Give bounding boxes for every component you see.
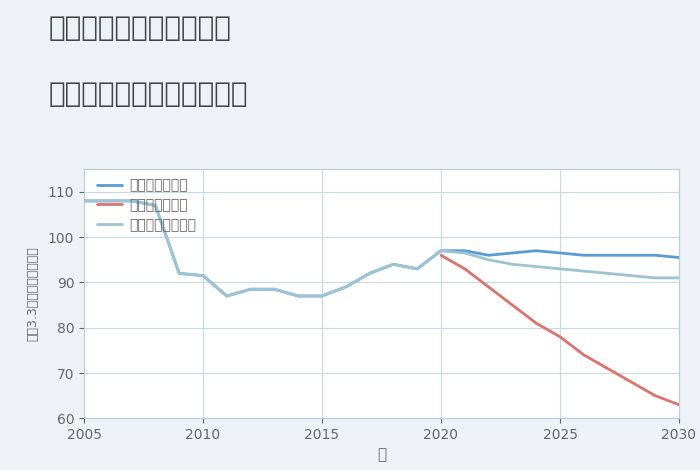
ノーマルシナリオ — [199, 273, 207, 278]
バッドシナリオ — [627, 379, 636, 385]
グッドシナリオ — [413, 266, 421, 272]
ノーマルシナリオ — [365, 271, 374, 276]
グッドシナリオ — [461, 248, 469, 253]
グッドシナリオ — [389, 261, 398, 267]
ノーマルシナリオ — [627, 273, 636, 278]
ノーマルシナリオ — [294, 293, 302, 299]
ノーマルシナリオ — [342, 284, 350, 290]
グッドシナリオ — [151, 203, 160, 208]
ノーマルシナリオ — [318, 293, 326, 299]
ノーマルシナリオ — [675, 275, 683, 281]
グッドシナリオ — [80, 198, 88, 204]
グッドシナリオ — [104, 198, 112, 204]
Y-axis label: 坪（3.3㎡）単価（万円）: 坪（3.3㎡）単価（万円） — [27, 246, 39, 341]
バッドシナリオ — [675, 402, 683, 407]
グッドシナリオ — [365, 271, 374, 276]
Text: 中古マンションの価格推移: 中古マンションの価格推移 — [49, 80, 248, 108]
ノーマルシナリオ — [80, 198, 88, 204]
ノーマルシナリオ — [104, 198, 112, 204]
ノーマルシナリオ — [508, 261, 517, 267]
バッドシナリオ — [556, 334, 564, 340]
バッドシナリオ — [508, 302, 517, 308]
グッドシナリオ — [318, 293, 326, 299]
グッドシナリオ — [127, 198, 136, 204]
グッドシナリオ — [484, 252, 493, 258]
Text: 奈良県橿原神宮西口駅の: 奈良県橿原神宮西口駅の — [49, 14, 232, 42]
ノーマルシナリオ — [389, 261, 398, 267]
ノーマルシナリオ — [223, 293, 231, 299]
グッドシナリオ — [627, 252, 636, 258]
バッドシナリオ — [651, 393, 659, 399]
バッドシナリオ — [484, 284, 493, 290]
ノーマルシナリオ — [413, 266, 421, 272]
ノーマルシナリオ — [151, 203, 160, 208]
グッドシナリオ — [294, 293, 302, 299]
バッドシナリオ — [437, 252, 445, 258]
グッドシナリオ — [223, 293, 231, 299]
グッドシナリオ — [580, 252, 588, 258]
グッドシナリオ — [246, 286, 255, 292]
ノーマルシナリオ — [175, 271, 183, 276]
ノーマルシナリオ — [270, 286, 279, 292]
ノーマルシナリオ — [603, 271, 612, 276]
ノーマルシナリオ — [651, 275, 659, 281]
バッドシナリオ — [532, 321, 540, 326]
Line: バッドシナリオ: バッドシナリオ — [441, 255, 679, 405]
グッドシナリオ — [556, 250, 564, 256]
Legend: グッドシナリオ, バッドシナリオ, ノーマルシナリオ: グッドシナリオ, バッドシナリオ, ノーマルシナリオ — [97, 179, 196, 232]
グッドシナリオ — [603, 252, 612, 258]
X-axis label: 年: 年 — [377, 447, 386, 462]
グッドシナリオ — [199, 273, 207, 278]
ノーマルシナリオ — [246, 286, 255, 292]
グッドシナリオ — [651, 252, 659, 258]
グッドシナリオ — [342, 284, 350, 290]
Line: ノーマルシナリオ: ノーマルシナリオ — [84, 201, 679, 296]
グッドシナリオ — [270, 286, 279, 292]
グッドシナリオ — [175, 271, 183, 276]
グッドシナリオ — [675, 255, 683, 260]
バッドシナリオ — [461, 266, 469, 272]
ノーマルシナリオ — [580, 268, 588, 274]
バッドシナリオ — [603, 366, 612, 371]
バッドシナリオ — [580, 352, 588, 358]
ノーマルシナリオ — [461, 250, 469, 256]
ノーマルシナリオ — [556, 266, 564, 272]
グッドシナリオ — [532, 248, 540, 253]
ノーマルシナリオ — [437, 248, 445, 253]
グッドシナリオ — [508, 250, 517, 256]
グッドシナリオ — [437, 248, 445, 253]
ノーマルシナリオ — [127, 198, 136, 204]
ノーマルシナリオ — [532, 264, 540, 269]
Line: グッドシナリオ: グッドシナリオ — [84, 201, 679, 296]
ノーマルシナリオ — [484, 257, 493, 263]
